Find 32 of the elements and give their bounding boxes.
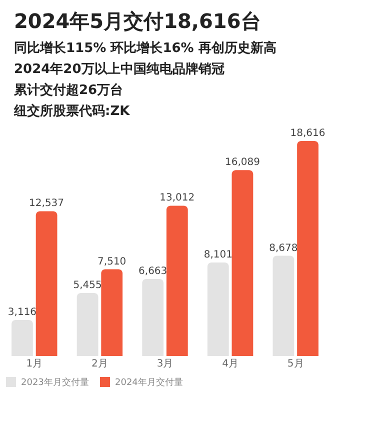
x-tick-label: 3月 — [156, 358, 174, 370]
x-tick-label: 4月 — [222, 358, 238, 370]
x-tick-label: 2月 — [92, 358, 108, 370]
data-label: 18,616 — [290, 128, 326, 139]
data-label: 8,101 — [204, 249, 232, 260]
bar — [232, 170, 254, 356]
data-label: 7,510 — [98, 256, 126, 268]
data-label: 5,455 — [73, 280, 102, 291]
data-label: 6,663 — [138, 266, 168, 278]
bar — [297, 141, 318, 356]
bar — [101, 269, 123, 356]
data-label: 16,089 — [224, 157, 260, 168]
legend-label: 2023年月交付量 — [21, 377, 89, 388]
chart-subtitle: 同比增长115% 环比增长16% 再创历史新高 — [14, 40, 278, 57]
bar — [36, 211, 58, 356]
x-tick-label: 5月 — [287, 358, 304, 370]
data-label: 8,678 — [269, 242, 298, 254]
x-tick-label: 1月 — [26, 358, 43, 370]
bar — [12, 320, 33, 356]
legend-label: 2024年月交付量 — [115, 377, 183, 388]
chart-title: 2024年5月交付18,616台 — [14, 8, 262, 35]
bar — [207, 262, 229, 356]
text: 2024年20万以上中国纯电品牌销冠 — [14, 61, 226, 78]
data-label: 12,537 — [29, 198, 64, 210]
text: 累计交付超26万台 — [14, 82, 124, 99]
data-label: 13,012 — [160, 192, 195, 204]
bar — [166, 206, 188, 356]
bar — [76, 293, 98, 356]
bar — [272, 256, 294, 356]
bar — [142, 279, 164, 356]
text: 纽交所股票代码:ZK — [14, 102, 131, 120]
data-label: 3,116 — [8, 307, 37, 318]
